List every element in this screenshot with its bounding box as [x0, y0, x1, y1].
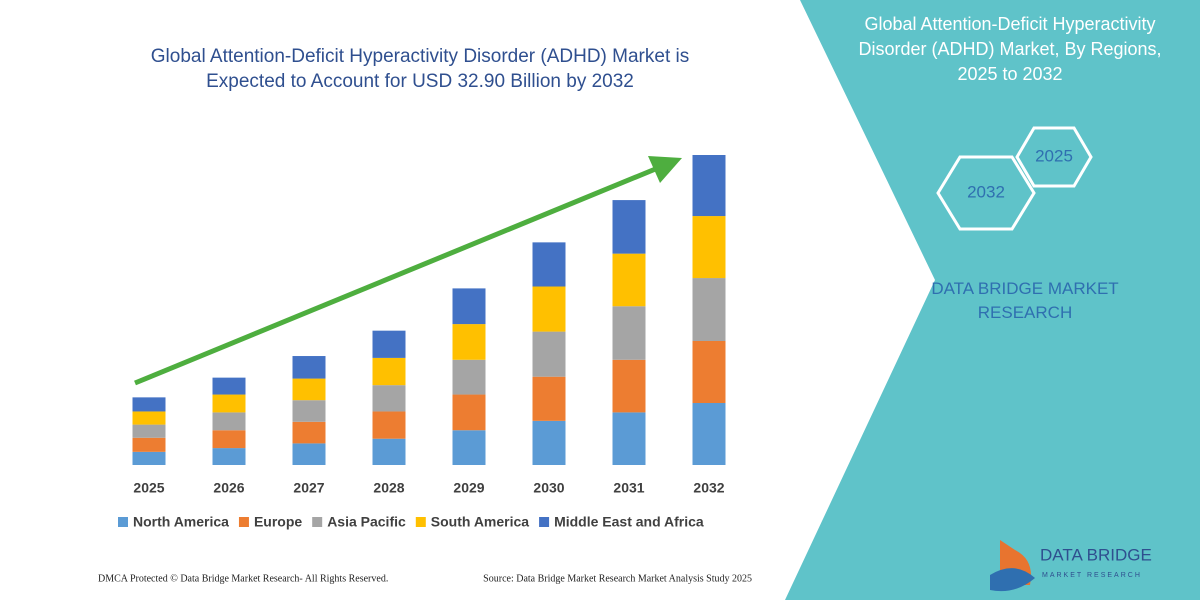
hex-label: 2025 — [1035, 146, 1073, 165]
legend-label: Asia Pacific — [327, 514, 406, 530]
legend-label: Middle East and Africa — [554, 514, 704, 530]
legend-label: North America — [133, 514, 229, 530]
legend-swatch — [312, 517, 323, 527]
bar-segment — [292, 421, 326, 444]
bar-segment — [612, 200, 646, 254]
trend-arrow — [134, 160, 671, 386]
bar-segment — [292, 400, 326, 422]
bar-segment — [452, 430, 486, 465]
bar-segment — [532, 242, 566, 287]
bar-segment — [532, 420, 566, 465]
hexagon — [936, 155, 1036, 231]
bar-segment — [452, 288, 486, 325]
bar-segment — [372, 357, 406, 386]
panel-title: Global Attention-Deficit Hyperactivity D… — [858, 14, 1162, 84]
bar-segment — [692, 403, 726, 465]
bar-segment — [532, 331, 566, 377]
bar-segment — [292, 378, 326, 401]
bar-segment — [212, 412, 246, 431]
bar-segment — [132, 424, 166, 438]
logo-text: DATA BRIDGE — [1040, 545, 1152, 564]
legend-swatch — [415, 517, 426, 527]
logo-icon — [990, 568, 1035, 592]
brand-text: DATA BRIDGE MARKET RESEARCH — [931, 279, 1119, 322]
bar-segment — [452, 394, 486, 431]
bar-segment — [692, 341, 726, 403]
x-tick-label: 2030 — [533, 480, 564, 496]
bar-segment — [212, 377, 246, 395]
legend-swatch — [539, 517, 550, 527]
bar-segment — [452, 359, 486, 395]
trend-arrow-head — [648, 156, 682, 183]
x-tick-label: 2032 — [693, 480, 724, 496]
x-tick-label: 2025 — [133, 480, 164, 496]
bar-segment — [372, 330, 406, 358]
bar-segment — [532, 376, 566, 421]
bar-segment — [612, 306, 646, 360]
bar-segment — [372, 411, 406, 439]
bar-segment — [132, 397, 166, 412]
bar-segment — [692, 216, 726, 279]
bar-segment — [692, 155, 726, 217]
bar-segment — [692, 278, 726, 341]
x-tick-label: 2026 — [213, 480, 244, 496]
chart-title: Global Attention-Deficit Hyperactivity D… — [150, 46, 690, 92]
x-tick-label: 2027 — [293, 480, 324, 496]
bar-segment — [612, 253, 646, 307]
legend-swatch — [118, 517, 128, 527]
bar-segment — [292, 356, 326, 379]
footer-right: Source: Data Bridge Market Research Mark… — [483, 573, 752, 584]
logo-subtext: MARKET RESEARCH — [1042, 572, 1142, 579]
bar-segment — [372, 385, 406, 412]
x-tick-label: 2031 — [613, 480, 644, 496]
bar-segment — [212, 448, 246, 465]
bar-segment — [292, 443, 326, 465]
x-tick-label: 2028 — [373, 480, 404, 496]
bar-segment — [212, 430, 246, 449]
bar-segment — [132, 437, 166, 452]
bar-segment — [212, 394, 246, 413]
bar-segment — [612, 359, 646, 413]
hex-label: 2032 — [967, 182, 1005, 201]
bar-segment — [612, 412, 646, 465]
side-panel — [785, 0, 1200, 600]
bar-segment — [132, 411, 166, 425]
bar-segment — [372, 438, 406, 465]
bar-segment — [452, 324, 486, 360]
footer-left: DMCA Protected © Data Bridge Market Rese… — [98, 573, 388, 584]
legend-label: South America — [431, 514, 529, 530]
hexagon — [1015, 126, 1093, 188]
bar-segment — [132, 451, 166, 465]
bar-segment — [532, 286, 566, 332]
legend-label: Europe — [254, 514, 302, 530]
x-tick-label: 2029 — [453, 480, 484, 496]
legend-swatch — [238, 517, 249, 527]
